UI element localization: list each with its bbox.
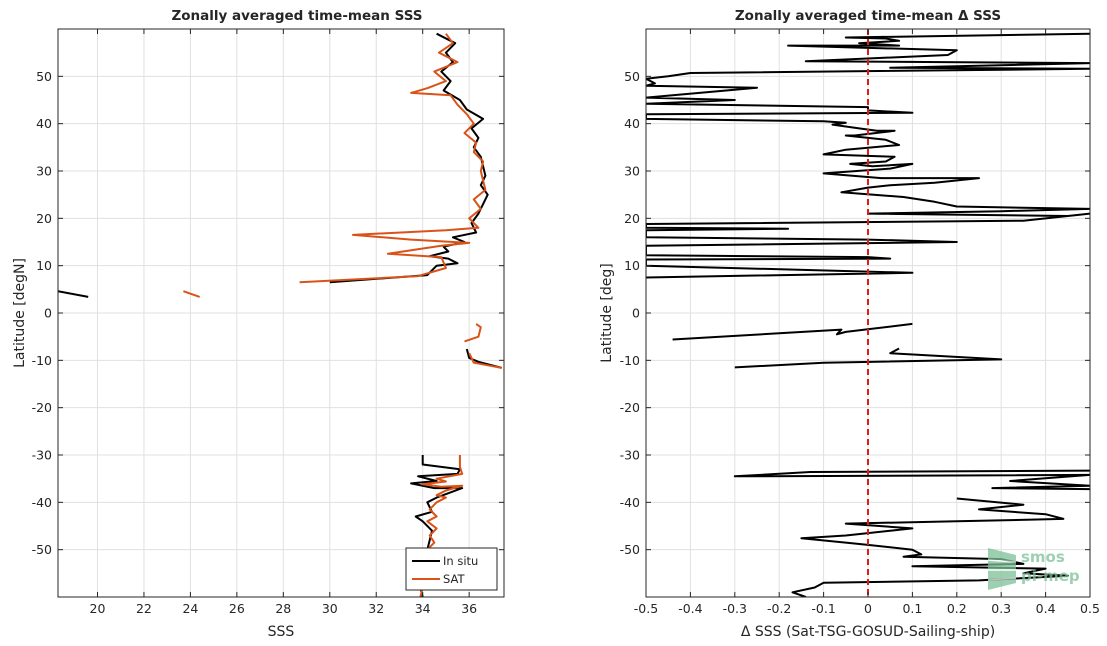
sss-x-tick-label: 34 (415, 601, 431, 616)
sss-x-tick-label: 20 (90, 601, 106, 616)
delta-sss-y-tick-label: -10 (620, 353, 640, 368)
delta-sss-series-line-segment-3 (733, 469, 1090, 491)
sss-series-sat-segment-1 (183, 290, 201, 298)
delta-sss-y-tick-label: 10 (624, 258, 640, 273)
smos-pi-mep-logo: smos pi-mep (987, 548, 1080, 590)
delta-sss-x-tick-label: -0.3 (723, 601, 747, 616)
delta-sss-x-axis-label: Δ SSS (Sat-TSG-GOSUD-Sailing-ship) (741, 624, 995, 640)
sss-y-tick-label: 0 (44, 306, 52, 321)
delta-sss-y-tick-label: 50 (624, 69, 640, 84)
sss-x-tick-label: 30 (322, 601, 338, 616)
delta-sss-tick-layer: -0.5 -0.4 -0.3 -0.2 -0.1 0 0.1 0.2 0.3 0.4 0.5 -50 -… (620, 29, 1100, 616)
logo-line-2: pi-mep (1021, 567, 1080, 585)
sss-grid (58, 29, 504, 597)
sss-series-sat-segment-3 (468, 352, 502, 369)
delta-sss-x-tick-label: 0.2 (947, 601, 967, 616)
delta-sss-y-tick-label: -40 (620, 495, 640, 510)
sss-series-in-situ-segment-0 (329, 32, 489, 284)
legend-label-sat: SAT (443, 572, 465, 586)
delta-sss-x-tick-label: 0.1 (902, 601, 922, 616)
delta-sss-x-tick-label: -0.5 (634, 601, 658, 616)
delta-sss-series-line-segment-4 (791, 497, 1069, 597)
sss-x-tick-label: 36 (461, 601, 477, 616)
sss-x-tick-label: 22 (136, 601, 152, 616)
sss-y-tick-label: 30 (36, 164, 52, 179)
sss-y-tick-label: 10 (36, 258, 52, 273)
logo-line-1: smos (1021, 548, 1065, 566)
sss-y-tick-label: 50 (36, 69, 52, 84)
sss-x-tick-label: 26 (229, 601, 245, 616)
delta-sss-series-line-segment-1 (672, 322, 913, 341)
sss-panel-title: Zonally averaged time-mean SSS (171, 8, 422, 24)
sss-y-tick-label: -10 (32, 353, 52, 368)
sss-y-tick-label: -40 (32, 495, 52, 510)
delta-sss-x-tick-label: 0.3 (991, 601, 1011, 616)
delta-sss-x-tick-label: -0.1 (811, 601, 835, 616)
sss-x-tick-label: 24 (182, 601, 198, 616)
delta-sss-y-tick-label: -20 (620, 400, 640, 415)
delta-sss-y-axis-label: Latitude [deg] (599, 263, 615, 362)
sss-series-layer (58, 32, 502, 597)
delta-sss-y-tick-label: 0 (632, 306, 640, 321)
delta-sss-x-tick-label: -0.4 (678, 601, 702, 616)
logo-mark-icon (988, 548, 1016, 590)
delta-sss-y-tick-label: 20 (624, 211, 640, 226)
delta-sss-series-line-segment-0 (646, 32, 1090, 279)
sss-x-tick-label: 28 (275, 601, 291, 616)
delta-sss-y-tick-label: 40 (624, 116, 640, 131)
delta-sss-y-tick-label: -50 (620, 542, 640, 557)
legend-label-in-situ: In situ (443, 554, 478, 568)
delta-sss-y-tick-label: 30 (624, 164, 640, 179)
sss-series-sat-segment-2 (464, 323, 482, 343)
delta-sss-x-tick-label: 0.5 (1080, 601, 1100, 616)
delta-sss-x-tick-label: 0 (864, 601, 872, 616)
sss-y-tick-label: 20 (36, 211, 52, 226)
delta-sss-x-tick-label: 0.4 (1036, 601, 1056, 616)
sss-series-sat-segment-0 (299, 33, 487, 284)
sss-y-tick-label: -30 (32, 448, 52, 463)
sss-y-tick-label: -50 (32, 542, 52, 557)
sss-y-tick-label: -20 (32, 400, 52, 415)
sss-series-in-situ-segment-1 (58, 290, 89, 298)
delta-sss-x-tick-label: -0.2 (767, 601, 791, 616)
sss-x-axis-label: SSS (268, 624, 295, 640)
delta-sss-panel-title: Zonally averaged time-mean Δ SSS (735, 8, 1001, 24)
sss-panel: Zonally averaged time-mean SSS 20 22 24 26 2… (12, 8, 505, 640)
delta-sss-panel: Zonally averaged time-mean Δ SSS -0.5 -0.… (599, 8, 1100, 640)
sss-y-axis-label: Latitude [degN] (12, 258, 28, 368)
delta-sss-y-tick-label: -30 (620, 448, 640, 463)
sss-y-tick-label: 40 (36, 116, 52, 131)
delta-sss-series-line-segment-2 (734, 347, 1003, 369)
legend-box (405, 547, 498, 591)
legend: In situ SAT (405, 547, 498, 591)
sss-tick-layer: 20 22 24 26 28 30 32 34 36 -50 -40 -30 -20 -10 0 10 20 30… (32, 29, 504, 616)
sss-x-tick-label: 32 (368, 601, 384, 616)
